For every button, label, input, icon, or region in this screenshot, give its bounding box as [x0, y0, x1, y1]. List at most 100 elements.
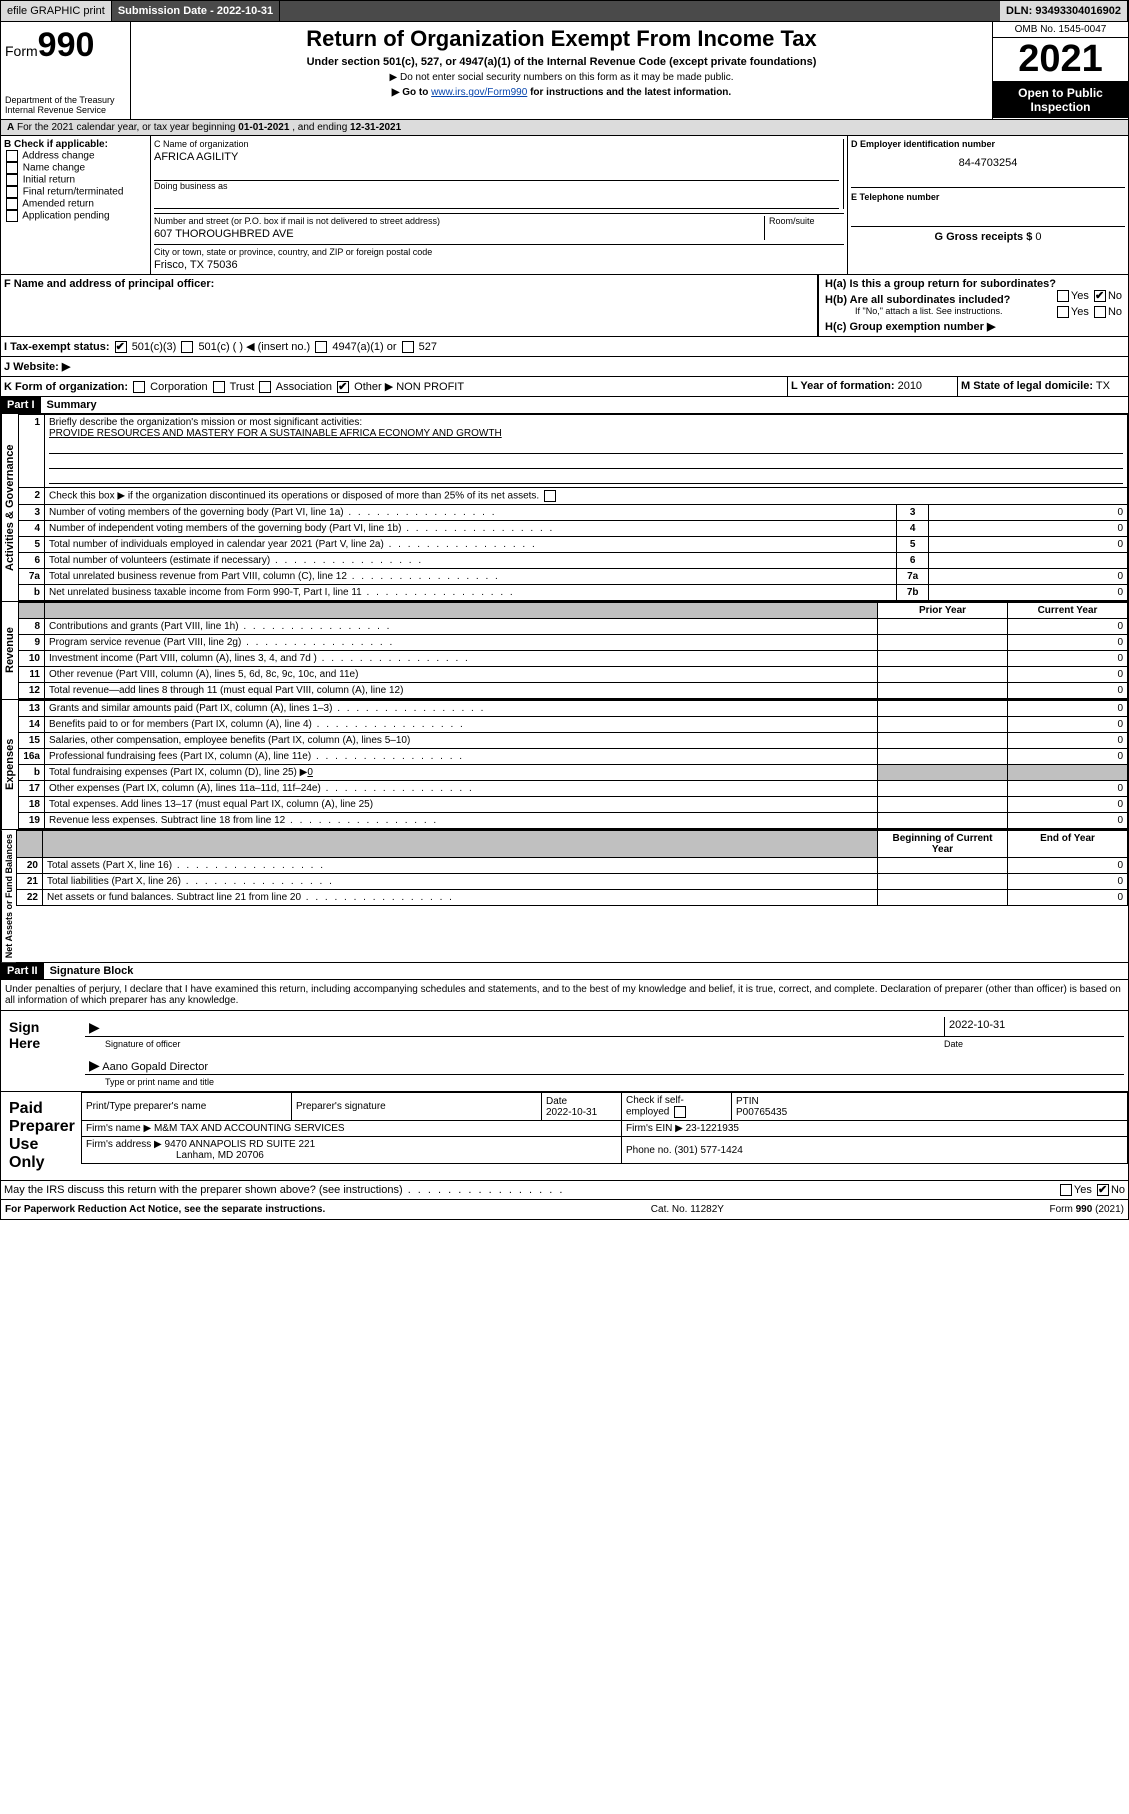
prep-date: 2022-10-31 — [546, 1107, 597, 1118]
discuss-yes-checkbox[interactable] — [1060, 1184, 1072, 1196]
submission-date: Submission Date - 2022-10-31 — [112, 1, 280, 21]
part-i-badge: Part I — [1, 397, 41, 413]
l5: Total number of individuals employed in … — [45, 537, 897, 553]
part-i-header: Part I Summary — [0, 397, 1129, 414]
name-change-checkbox[interactable] — [6, 162, 18, 174]
form-header: Form990 Department of the Treasury Inter… — [0, 22, 1129, 120]
discuss-no: No — [1111, 1184, 1125, 1196]
final-return-checkbox[interactable] — [6, 186, 18, 198]
l11-cur: 0 — [1008, 667, 1128, 683]
arrow-icon: ▶ — [89, 1019, 100, 1035]
assoc-checkbox[interactable] — [259, 381, 271, 393]
other-checkbox[interactable] — [337, 381, 349, 393]
yes-label2: Yes — [1071, 306, 1089, 318]
tax-year: 2021 — [993, 38, 1128, 82]
hc-label: H(c) Group exemption number ▶ — [825, 321, 995, 333]
box-de: D Employer identification number 84-4703… — [848, 136, 1128, 274]
opt-final: Final return/terminated — [23, 187, 124, 198]
l22-cur: 0 — [1008, 890, 1128, 906]
corp-checkbox[interactable] — [133, 381, 145, 393]
l7a: Total unrelated business revenue from Pa… — [45, 569, 897, 585]
l21: Total liabilities (Part X, line 26) — [43, 874, 878, 890]
l12: Total revenue—add lines 8 through 11 (mu… — [45, 683, 878, 699]
l16a: Professional fundraising fees (Part IX, … — [45, 749, 878, 765]
ha-label: H(a) Is this a group return for subordin… — [825, 278, 1056, 290]
dba-label: Doing business as — [154, 181, 839, 191]
l8-cur: 0 — [1008, 619, 1128, 635]
l2: Check this box ▶ if the organization dis… — [45, 488, 1128, 505]
form-org-label: K Form of organization: — [4, 381, 128, 393]
form-label: Form — [5, 43, 38, 59]
527-checkbox[interactable] — [402, 341, 414, 353]
part-ii-title: Signature Block — [50, 965, 134, 977]
l2-checkbox[interactable] — [544, 490, 556, 502]
ein-value: 84-4703254 — [851, 157, 1125, 169]
discuss-label: May the IRS discuss this return with the… — [4, 1184, 564, 1196]
trust-checkbox[interactable] — [213, 381, 225, 393]
discuss-no-checkbox[interactable] — [1097, 1184, 1109, 1196]
gross-receipts-val: 0 — [1035, 231, 1041, 243]
firm-phone-label: Phone no. — [626, 1145, 672, 1156]
subtitle: Under section 501(c), 527, or 4947(a)(1)… — [135, 56, 988, 68]
opt-501c3: 501(c)(3) — [132, 341, 177, 353]
501c-checkbox[interactable] — [181, 341, 193, 353]
l17: Other expenses (Part IX, column (A), lin… — [45, 781, 878, 797]
box-b-label: B Check if applicable: — [4, 139, 108, 150]
opt-trust: Trust — [230, 381, 255, 393]
side-ag: Activities & Governance — [1, 414, 18, 601]
date-label: Date — [944, 1039, 1124, 1049]
4947-checkbox[interactable] — [315, 341, 327, 353]
amended-checkbox[interactable] — [6, 198, 18, 210]
section-bcd: B Check if applicable: Address change Na… — [0, 136, 1129, 275]
initial-return-checkbox[interactable] — [6, 174, 18, 186]
domicile: TX — [1096, 380, 1110, 392]
hdr-begin: Beginning of Current Year — [878, 831, 1008, 858]
goto-post: for instructions and the latest informat… — [527, 87, 731, 98]
hdr-end: End of Year — [1008, 831, 1128, 858]
no-label: No — [1108, 290, 1122, 302]
opt-amended: Amended return — [22, 199, 94, 210]
hb-no-checkbox[interactable] — [1094, 306, 1106, 318]
opt-pending: Application pending — [22, 211, 109, 222]
dept-treasury: Department of the Treasury — [5, 95, 126, 105]
yes-label: Yes — [1071, 290, 1089, 302]
side-exp: Expenses — [1, 700, 18, 829]
addr-label: Number and street (or P.O. box if mail i… — [154, 216, 764, 226]
prep-name-label: Print/Type preparer's name — [82, 1093, 292, 1121]
l9-cur: 0 — [1008, 635, 1128, 651]
501c3-checkbox[interactable] — [115, 341, 127, 353]
paid-preparer-row: Paid Preparer Use Only Print/Type prepar… — [0, 1092, 1129, 1181]
app-pending-checkbox[interactable] — [6, 210, 18, 222]
page-footer: For Paperwork Reduction Act Notice, see … — [0, 1200, 1129, 1220]
main-title: Return of Organization Exempt From Incom… — [135, 26, 988, 52]
irs-link[interactable]: www.irs.gov/Form990 — [431, 87, 527, 98]
l13-cur: 0 — [1008, 701, 1128, 717]
ha-yes-checkbox[interactable] — [1057, 290, 1069, 302]
l10: Investment income (Part VIII, column (A)… — [45, 651, 878, 667]
l20-cur: 0 — [1008, 858, 1128, 874]
officer-sig-label: Signature of officer — [85, 1039, 944, 1049]
l20: Total assets (Part X, line 16) — [43, 858, 878, 874]
hb-yes-checkbox[interactable] — [1057, 306, 1069, 318]
l7a-val: 0 — [929, 569, 1128, 585]
open-inspection: Open to Public Inspection — [993, 82, 1128, 118]
officer-label: F Name and address of principal officer: — [4, 278, 214, 290]
cat-no: Cat. No. 11282Y — [651, 1204, 724, 1215]
ha-no-checkbox[interactable] — [1094, 290, 1106, 302]
firm-addr-label: Firm's address ▶ — [86, 1139, 162, 1150]
phone-label: E Telephone number — [851, 192, 939, 202]
firm-name-label: Firm's name ▶ — [86, 1123, 151, 1134]
l4: Number of independent voting members of … — [45, 521, 897, 537]
addr-change-checkbox[interactable] — [6, 150, 18, 162]
mission-text: PROVIDE RESOURCES AND MASTERY FOR A SUST… — [49, 428, 502, 439]
prep-date-label: Date — [546, 1096, 567, 1107]
period-end: 12-31-2021 — [350, 122, 401, 133]
part-i-title: Summary — [47, 399, 97, 411]
self-emp-checkbox[interactable] — [674, 1106, 686, 1118]
efile-button[interactable]: efile GRAPHIC print — [1, 1, 112, 21]
firm-phone: (301) 577-1424 — [674, 1145, 742, 1156]
prep-sig-label: Preparer's signature — [292, 1093, 542, 1121]
box-b: B Check if applicable: Address change Na… — [1, 136, 151, 274]
pra-notice: For Paperwork Reduction Act Notice, see … — [5, 1204, 325, 1215]
firm-addr1: 9470 ANNAPOLIS RD SUITE 221 — [165, 1139, 316, 1150]
